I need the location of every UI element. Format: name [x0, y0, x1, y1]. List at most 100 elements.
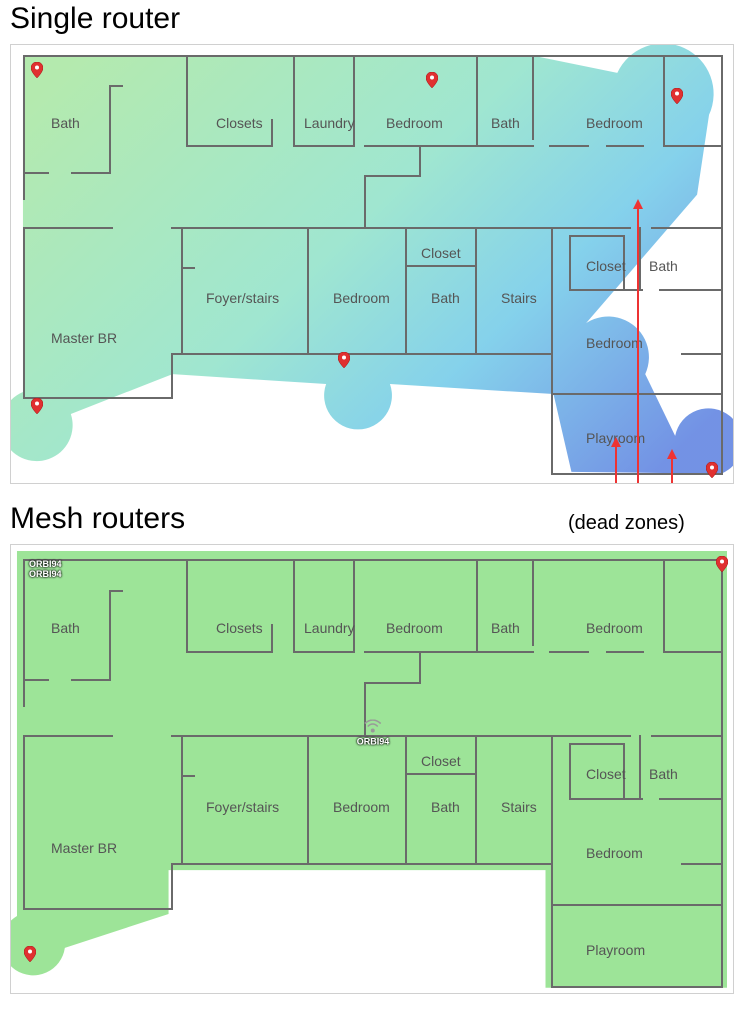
- wall: [364, 175, 420, 177]
- mesh-router-plan: Bath Closets Laundry Bedroom Bath Bedroom Mast…: [10, 544, 734, 994]
- wall: [23, 735, 113, 737]
- wall: [186, 559, 188, 653]
- wall: [307, 227, 309, 355]
- location-pin-icon: [24, 946, 34, 956]
- dead-zone-arrow-icon: [637, 207, 639, 484]
- wall: [171, 735, 631, 737]
- wall: [606, 145, 644, 147]
- wall: [271, 624, 273, 653]
- wall: [532, 55, 534, 140]
- title-single: Single router: [0, 0, 744, 44]
- wall: [551, 986, 723, 988]
- location-pin-icon: [426, 72, 436, 82]
- wall: [663, 651, 723, 653]
- wall: [663, 145, 723, 147]
- wall: [23, 55, 25, 200]
- wall: [364, 651, 478, 653]
- room-label-bedroom1: Bedroom: [386, 620, 443, 636]
- room-label-laundry: Laundry: [304, 620, 355, 636]
- wall: [476, 145, 534, 147]
- wall: [721, 559, 723, 987]
- wall: [569, 743, 571, 800]
- wall: [569, 235, 571, 291]
- location-pin-icon: [671, 88, 681, 98]
- wall: [551, 735, 553, 988]
- wall: [681, 863, 723, 865]
- wall: [651, 227, 723, 229]
- location-pin-icon: [716, 556, 726, 566]
- wall: [23, 55, 723, 57]
- wall: [721, 55, 723, 475]
- wall: [663, 55, 665, 147]
- wall: [549, 145, 589, 147]
- room-label-bedroom1: Bedroom: [386, 115, 443, 131]
- room-label-bath2: Bath: [491, 115, 520, 131]
- dead-zone-arrow-icon: [671, 457, 673, 484]
- wall: [307, 735, 309, 866]
- room-label-closet2: Closet: [586, 766, 626, 782]
- wall: [569, 235, 625, 237]
- room-label-closets: Closets: [216, 620, 263, 636]
- wifi-router-icon: ORBI94: [357, 720, 390, 747]
- wall: [181, 267, 195, 269]
- wall: [659, 798, 723, 800]
- wall: [109, 85, 123, 87]
- wall: [171, 227, 631, 229]
- wall: [475, 735, 477, 866]
- wall: [23, 227, 25, 397]
- wall: [71, 679, 111, 681]
- wall: [364, 682, 420, 684]
- location-pin-icon: [31, 62, 41, 72]
- room-label-bath4: Bath: [649, 766, 678, 782]
- room-label-masterbr: Master BR: [51, 840, 117, 856]
- wall: [293, 55, 295, 147]
- room-label-bath2: Bath: [491, 620, 520, 636]
- wall: [659, 289, 723, 291]
- wall: [109, 590, 123, 592]
- wall: [23, 397, 173, 399]
- router-label-corner: ORBI94: [29, 559, 62, 569]
- wall: [293, 145, 355, 147]
- wall: [23, 908, 173, 910]
- room-label-bedroom2: Bedroom: [586, 115, 643, 131]
- location-pin-icon: [31, 398, 41, 408]
- room-label-bedroom2: Bedroom: [586, 620, 643, 636]
- wall: [23, 735, 25, 908]
- room-label-masterbr: Master BR: [51, 330, 117, 346]
- wall: [23, 227, 113, 229]
- room-label-bath4: Bath: [649, 258, 678, 274]
- wall: [23, 172, 49, 174]
- room-label-laundry: Laundry: [304, 115, 355, 131]
- single-router-plan: Bath Closets Laundry Bedroom Bath Bedroom Mast…: [10, 44, 734, 484]
- wall: [293, 559, 295, 653]
- wall: [419, 651, 421, 684]
- wall: [109, 85, 111, 173]
- wall: [606, 651, 644, 653]
- room-label-foyer: Foyer/stairs: [206, 290, 279, 306]
- wall: [293, 651, 355, 653]
- wall: [681, 353, 723, 355]
- room-label-closets: Closets: [216, 115, 263, 131]
- room-label-bedroom4: Bedroom: [586, 335, 643, 351]
- wall: [271, 119, 273, 147]
- wall: [186, 145, 271, 147]
- room-label-closet1: Closet: [421, 245, 461, 261]
- room-label-bedroom3: Bedroom: [333, 799, 390, 815]
- wall: [639, 735, 641, 800]
- wall: [405, 735, 407, 866]
- wall: [569, 798, 643, 800]
- wall: [476, 559, 478, 653]
- room-label-bath1: Bath: [51, 115, 80, 131]
- wall: [419, 145, 421, 177]
- room-label-stairs: Stairs: [501, 799, 537, 815]
- location-pin-icon: [706, 462, 716, 472]
- room-label-bath1: Bath: [51, 620, 80, 636]
- wall: [71, 172, 111, 174]
- wall: [475, 227, 477, 355]
- wall: [476, 651, 534, 653]
- room-label-bath3: Bath: [431, 290, 460, 306]
- router-label-corner: ORBI94: [29, 569, 62, 579]
- wall: [181, 775, 195, 777]
- wall: [405, 773, 477, 775]
- wall: [171, 353, 551, 355]
